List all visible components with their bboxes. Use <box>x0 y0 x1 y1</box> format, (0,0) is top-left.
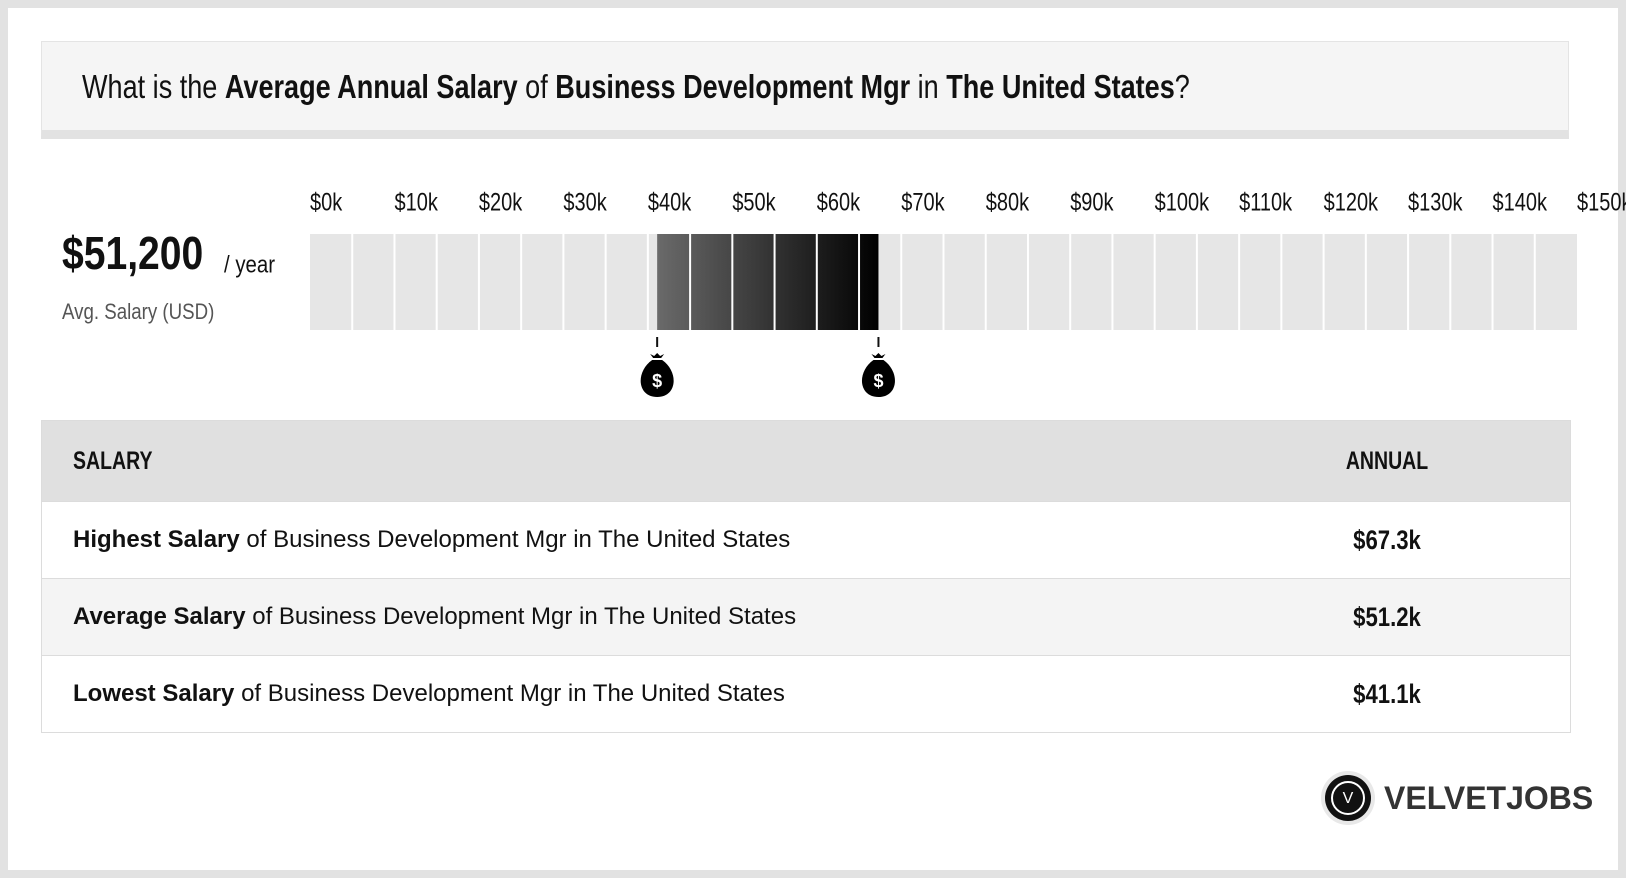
title-part: of <box>517 68 556 105</box>
avg-amount: $51,200 <box>62 228 203 280</box>
tick-label: $150k+ <box>1577 189 1626 217</box>
money-sign: $ <box>652 371 662 391</box>
tick-label: $10k <box>394 189 438 217</box>
row-label: Highest Salary <box>73 526 240 553</box>
row-desc: of Business Development Mgr in The Unite… <box>239 526 791 553</box>
tick-label: $120k <box>1324 189 1379 217</box>
tick-label: $30k <box>563 189 607 217</box>
title: What is the Average Annual Salary of Bus… <box>82 68 1190 106</box>
money-bag <box>871 353 886 358</box>
row-text: Highest Salary of Business Development M… <box>73 502 790 578</box>
row-label: Lowest Salary <box>73 680 235 707</box>
row-value: $51.2k <box>1353 602 1421 632</box>
tick-label: $100k <box>1155 189 1210 217</box>
title-part: Business Development Mgr <box>555 68 911 105</box>
tick-label: $20k <box>479 189 523 217</box>
tick-label: $40k <box>648 189 692 217</box>
row-desc: of Business Development Mgr in The Unite… <box>245 603 797 630</box>
table-row: Average Salary of Business Development M… <box>42 578 1570 655</box>
header: What is the Average Annual Salary of Bus… <box>41 41 1569 139</box>
salary-range <box>657 234 879 330</box>
tick-label: $60k <box>817 189 861 217</box>
logo-mark: V <box>1343 790 1354 807</box>
title-part: What is the <box>82 68 225 105</box>
title-part: Average Annual Salary <box>224 68 518 105</box>
tick-label: $80k <box>986 189 1030 217</box>
header-cell: SALARY <box>73 447 153 475</box>
money-bag-body <box>640 360 674 397</box>
tick-label: $110k <box>1239 189 1293 217</box>
table-row: Lowest Salary of Business Development Mg… <box>42 655 1570 732</box>
range-marker: $ <box>640 337 674 397</box>
tick-label: $140k <box>1493 189 1548 217</box>
avg-caption: Avg. Salary (USD) <box>62 300 214 324</box>
money-bag-body <box>861 360 895 397</box>
logo-icon: V <box>1321 771 1375 825</box>
row-text: Lowest Salary of Business Development Mg… <box>73 656 785 732</box>
avg-unit: / year <box>224 251 276 278</box>
tick-label: $90k <box>1070 189 1114 217</box>
salary-scale: $51,200 / year Avg. Salary (USD) $0k $10k… <box>62 189 1626 397</box>
row-desc: of Business Development Mgr in The Unite… <box>234 680 785 707</box>
row-label: Average Salary <box>73 603 246 630</box>
row-text: Average Salary of Business Development M… <box>73 579 796 655</box>
table-row: Highest Salary of Business Development M… <box>42 501 1570 578</box>
tick-label: $0k <box>310 189 343 217</box>
tick-label: $130k <box>1408 189 1463 217</box>
tick-label: $70k <box>901 189 945 217</box>
title-part: ? <box>1174 68 1190 105</box>
money-bag <box>650 353 665 358</box>
row-value: $41.1k <box>1353 679 1421 709</box>
tick-label: $50k <box>732 189 776 217</box>
row-value: $67.3k <box>1353 525 1421 555</box>
money-sign: $ <box>873 371 883 391</box>
range-marker: $ <box>861 337 895 397</box>
logo-text: VELVETJOBS <box>1384 780 1594 816</box>
title-part: The United States <box>946 68 1175 105</box>
title-part: in <box>910 68 947 105</box>
